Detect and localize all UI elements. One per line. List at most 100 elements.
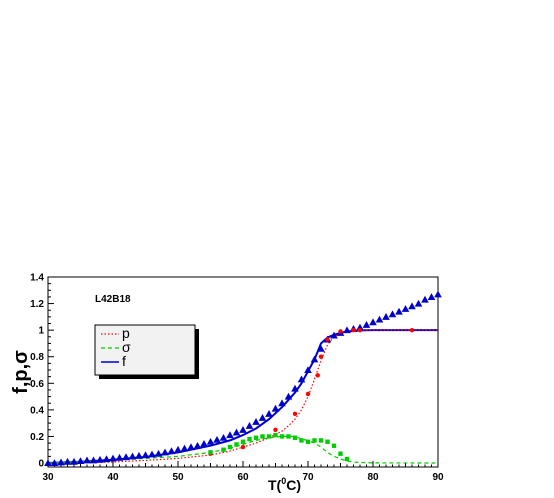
data-point-f-data <box>330 331 338 339</box>
data-point-p-data <box>357 327 363 333</box>
data-point-sigma-data <box>227 444 233 450</box>
legend-label: f <box>122 353 126 369</box>
data-point-f-data <box>362 321 371 328</box>
x-axis-label-superscript: 0 <box>281 476 286 486</box>
data-point-f-data <box>122 453 130 461</box>
data-point-sigma-data <box>305 439 311 444</box>
data-point-sigma-data <box>260 434 265 439</box>
x-tick-label: 30 <box>42 472 54 483</box>
data-point-f-data <box>50 459 59 467</box>
data-point-f-data <box>154 449 163 457</box>
data-point-f-data <box>148 450 156 458</box>
x-tick-label: 90 <box>432 472 444 483</box>
series-markers <box>44 290 442 467</box>
data-point-f-data <box>356 323 364 331</box>
data-point-f-data <box>193 441 202 449</box>
data-point-p-data <box>305 391 311 397</box>
data-point-f-data <box>57 458 65 466</box>
data-point-f-data <box>427 293 436 300</box>
data-point-f-data <box>102 455 111 463</box>
y-tick-label: 0.8 <box>30 352 44 363</box>
data-point-f-data <box>174 445 182 453</box>
data-point-f-data <box>239 425 247 433</box>
data-point-p-data <box>273 427 278 432</box>
x-axis: 30 40 50 60 70 80 90 <box>42 461 444 483</box>
data-point-f-data <box>284 392 293 400</box>
data-point-f-data <box>167 447 176 455</box>
data-point-sigma-data <box>247 436 252 442</box>
data-point-f-data <box>278 399 286 407</box>
y-tick-label: 0.4 <box>30 405 44 416</box>
data-point-f-data <box>109 454 117 462</box>
data-point-sigma-data <box>331 443 337 448</box>
data-point-f-data <box>265 410 273 417</box>
data-point-f-data <box>304 366 312 374</box>
y-tick-label: 1 <box>38 326 44 337</box>
data-point-sigma-data <box>299 438 304 443</box>
data-point-f-data <box>252 418 260 425</box>
data-point-f-data <box>297 375 306 383</box>
data-point-f-data <box>219 433 228 441</box>
chart-annotation: L42B18 <box>95 294 131 305</box>
data-point-f-data <box>245 422 254 429</box>
y-tick-label: 1.2 <box>30 299 44 310</box>
data-point-sigma-data <box>286 434 291 439</box>
legend-label: p <box>122 325 130 341</box>
data-point-f-data <box>226 431 234 439</box>
data-point-f-data <box>310 355 319 363</box>
data-point-p-data <box>292 411 298 417</box>
data-point-f-data <box>83 456 91 464</box>
data-point-f-data <box>421 295 429 303</box>
data-point-sigma-data <box>344 456 350 462</box>
data-point-f-data <box>63 457 72 465</box>
x-tick-label: 60 <box>237 472 249 483</box>
data-point-f-data <box>258 414 267 421</box>
data-point-sigma-data <box>273 432 278 438</box>
data-point-sigma-data <box>221 447 226 452</box>
data-point-sigma-data <box>266 434 272 439</box>
y-tick-label: 1.4 <box>30 273 44 284</box>
data-point-f-data <box>96 455 104 463</box>
data-point-sigma-data <box>338 451 343 456</box>
data-point-f-data <box>395 307 403 315</box>
y-tick-label: 0.6 <box>30 379 44 390</box>
data-point-f-data <box>375 315 384 323</box>
x-axis-label-main: T( <box>268 477 282 493</box>
data-point-f-data <box>408 302 416 310</box>
data-point-f-data <box>232 428 241 436</box>
data-point-f-data <box>414 299 423 307</box>
data-point-p-data <box>240 444 246 450</box>
data-point-sigma-data <box>240 439 246 444</box>
data-point-f-data <box>369 318 377 326</box>
data-point-f-data <box>434 290 442 298</box>
data-point-f-data <box>343 326 351 334</box>
data-point-f-data <box>291 384 299 392</box>
data-point-p-data <box>318 354 324 359</box>
data-point-f-data <box>141 451 150 459</box>
data-point-sigma-data <box>253 435 259 440</box>
data-point-f-data <box>206 437 215 445</box>
data-point-f-data <box>135 451 143 459</box>
data-point-f-data <box>401 305 410 312</box>
data-point-sigma-data <box>292 435 298 440</box>
data-point-sigma-data <box>208 450 213 455</box>
data-point-f-data <box>180 444 189 452</box>
data-point-sigma-data <box>325 439 330 444</box>
data-point-f-data <box>213 435 221 443</box>
x-tick-label: 40 <box>107 472 119 483</box>
x-tick-label: 70 <box>302 472 314 483</box>
y-tick-label: 0.2 <box>30 432 44 443</box>
legend-label: σ <box>122 339 131 355</box>
y-axis-label: f,p,σ <box>10 350 32 394</box>
data-point-f-data <box>115 453 124 461</box>
data-point-p-data <box>315 373 320 378</box>
data-point-sigma-data <box>318 438 324 443</box>
data-point-f-data <box>187 443 195 451</box>
x-tick-label: 50 <box>172 472 184 483</box>
data-point-p-data <box>338 329 343 334</box>
y-tick-label: 0 <box>38 459 44 470</box>
data-point-sigma-data <box>312 438 317 443</box>
data-point-f-data <box>44 459 52 467</box>
x-tick-label: 80 <box>367 472 379 483</box>
